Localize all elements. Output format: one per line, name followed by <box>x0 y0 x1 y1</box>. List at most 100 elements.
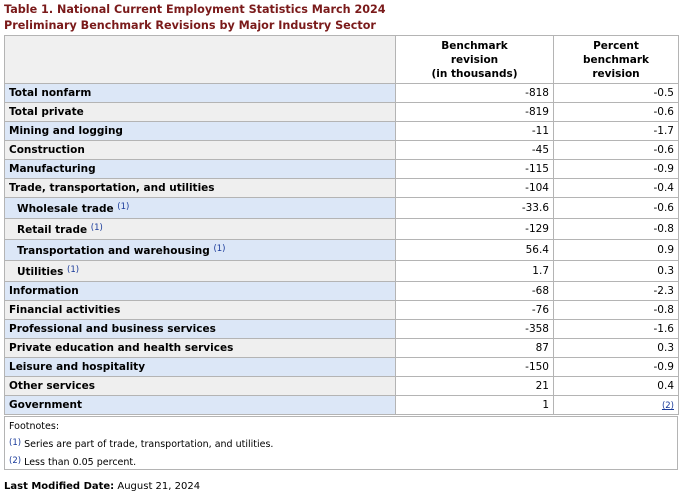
row-label-cell: Mining and logging <box>4 121 396 141</box>
benchmark-revisions-table: Benchmark revision (in thousands) Percen… <box>4 35 679 415</box>
benchmark-revision-header: Benchmark revision (in thousands) <box>395 35 554 84</box>
last-modified: Last Modified Date: August 21, 2024 <box>4 481 200 493</box>
percent-revision-cell: -0.8 <box>553 218 679 240</box>
percent-revision-cell: -0.5 <box>553 83 679 103</box>
table-title: Table 1. National Current Employment Sta… <box>4 3 386 16</box>
footnote-2: (2) Less than 0.05 percent. <box>9 453 673 471</box>
percent-revision-cell: -0.8 <box>553 300 679 320</box>
benchmark-revision-cell: -818 <box>395 83 554 103</box>
table-row: Total nonfarm -818 -0.5 <box>4 83 679 103</box>
row-label-cell: Other services <box>4 376 396 396</box>
footnotes-title: Footnotes: <box>9 421 60 432</box>
percent-revision-cell: -2.3 <box>553 281 679 301</box>
footnote-ref[interactable]: (1) <box>213 243 226 254</box>
stub-header <box>4 35 396 84</box>
row-label: Professional and business services <box>9 323 216 335</box>
row-label-cell: Transportation and warehousing (1) <box>4 239 396 261</box>
table-row: Trade, transportation, and utilities -104… <box>4 178 679 198</box>
table-row: Utilities (1) 1.7 0.3 <box>4 260 679 282</box>
footnote-ref[interactable]: (1) <box>117 201 130 212</box>
row-label-cell: Utilities (1) <box>4 260 396 282</box>
row-label: Construction <box>9 144 85 156</box>
row-label-cell: Government <box>4 395 396 415</box>
benchmark-revision-cell: 21 <box>395 376 554 396</box>
row-label-cell: Construction <box>4 140 396 160</box>
percent-revision-cell: -0.4 <box>553 178 679 198</box>
row-label: Utilities <box>17 265 64 278</box>
benchmark-revision-cell: -150 <box>395 357 554 377</box>
table-row: Leisure and hospitality -150 -0.9 <box>4 357 679 377</box>
benchmark-revision-cell: -104 <box>395 178 554 198</box>
table-row: Total private -819 -0.6 <box>4 102 679 122</box>
table-body: Total nonfarm -818 -0.5 Total private -819 -0… <box>4 83 679 415</box>
last-modified-label: Last Modified Date: <box>4 481 115 492</box>
table-caption: Table 1. National Current Employment Sta… <box>4 2 386 34</box>
footnote-ref[interactable]: (1) <box>67 264 80 275</box>
header-line: (in thousands) <box>431 67 518 80</box>
row-label-cell: Wholesale trade (1) <box>4 197 396 219</box>
table-row: Financial activities -76 -0.8 <box>4 300 679 320</box>
table-subtitle: Preliminary Benchmark Revisions by Major… <box>4 19 376 32</box>
table-row: Government 1 (2) <box>4 395 679 415</box>
row-label: Manufacturing <box>9 163 96 175</box>
row-label-cell: Financial activities <box>4 300 396 320</box>
row-label: Leisure and hospitality <box>9 361 146 373</box>
table-row: Mining and logging -11 -1.7 <box>4 121 679 141</box>
percent-revision-cell: -0.6 <box>553 197 679 219</box>
table-row: Construction -45 -0.6 <box>4 140 679 160</box>
footnote-link[interactable]: (2) <box>661 401 674 411</box>
row-label-cell: Private education and health services <box>4 338 396 358</box>
benchmark-revision-cell: -33.6 <box>395 197 554 219</box>
last-modified-date: August 21, 2024 <box>117 481 201 492</box>
row-label-cell: Professional and business services <box>4 319 396 339</box>
table-header-row: Benchmark revision (in thousands) Percen… <box>4 35 679 84</box>
row-label-cell: Information <box>4 281 396 301</box>
row-label-cell: Manufacturing <box>4 159 396 179</box>
percent-revision-cell: 0.3 <box>553 338 679 358</box>
table-row: Professional and business services -358 -1… <box>4 319 679 339</box>
benchmark-revision-cell: -129 <box>395 218 554 240</box>
row-label: Total private <box>9 106 84 118</box>
table-row: Retail trade (1) -129 -0.8 <box>4 218 679 240</box>
row-label: Government <box>9 399 83 411</box>
percent-revision-cell: -0.6 <box>553 140 679 160</box>
footnote-2-mark[interactable]: (2) <box>9 456 22 466</box>
percent-revision-cell: -1.7 <box>553 121 679 141</box>
table-row: Transportation and warehousing (1) 56.4 0.… <box>4 239 679 261</box>
percent-revision-cell: 0.3 <box>553 260 679 282</box>
percent-revision-cell: -1.6 <box>553 319 679 339</box>
row-label: Retail trade <box>17 223 88 236</box>
header-line: revision <box>450 53 499 66</box>
table-row: Wholesale trade (1) -33.6 -0.6 <box>4 197 679 219</box>
table-row: Other services 21 0.4 <box>4 376 679 396</box>
row-label: Wholesale trade <box>17 202 114 215</box>
row-label: Information <box>9 285 79 297</box>
percent-revision-cell: (2) <box>553 395 679 415</box>
table-row: Information -68 -2.3 <box>4 281 679 301</box>
benchmark-revision-cell: -11 <box>395 121 554 141</box>
percent-revision-header: Percent benchmark revision <box>553 35 679 84</box>
footnote-1-mark[interactable]: (1) <box>9 438 22 448</box>
header-line: Benchmark <box>441 39 508 52</box>
footnote-2-text: Less than 0.05 percent. <box>24 457 137 468</box>
footnote-ref[interactable]: (1) <box>90 222 103 233</box>
benchmark-revision-cell: -819 <box>395 102 554 122</box>
percent-revision-cell: -0.9 <box>553 357 679 377</box>
header-line: Percent <box>593 39 639 52</box>
row-label: Total nonfarm <box>9 87 92 99</box>
row-label-cell: Total nonfarm <box>4 83 396 103</box>
benchmark-revision-cell: -76 <box>395 300 554 320</box>
row-label-cell: Retail trade (1) <box>4 218 396 240</box>
row-label: Other services <box>9 380 95 392</box>
footnote-1: (1) Series are part of trade, transporta… <box>9 435 673 453</box>
percent-revision-cell: -0.6 <box>553 102 679 122</box>
percent-revision-cell: 0.4 <box>553 376 679 396</box>
row-label: Financial activities <box>9 304 121 316</box>
footnote-1-text: Series are part of trade, transportation… <box>24 439 274 450</box>
benchmark-revision-cell: -68 <box>395 281 554 301</box>
benchmark-revision-cell: -45 <box>395 140 554 160</box>
percent-revision-cell: -0.9 <box>553 159 679 179</box>
table-row: Manufacturing -115 -0.9 <box>4 159 679 179</box>
row-label: Mining and logging <box>9 125 123 137</box>
